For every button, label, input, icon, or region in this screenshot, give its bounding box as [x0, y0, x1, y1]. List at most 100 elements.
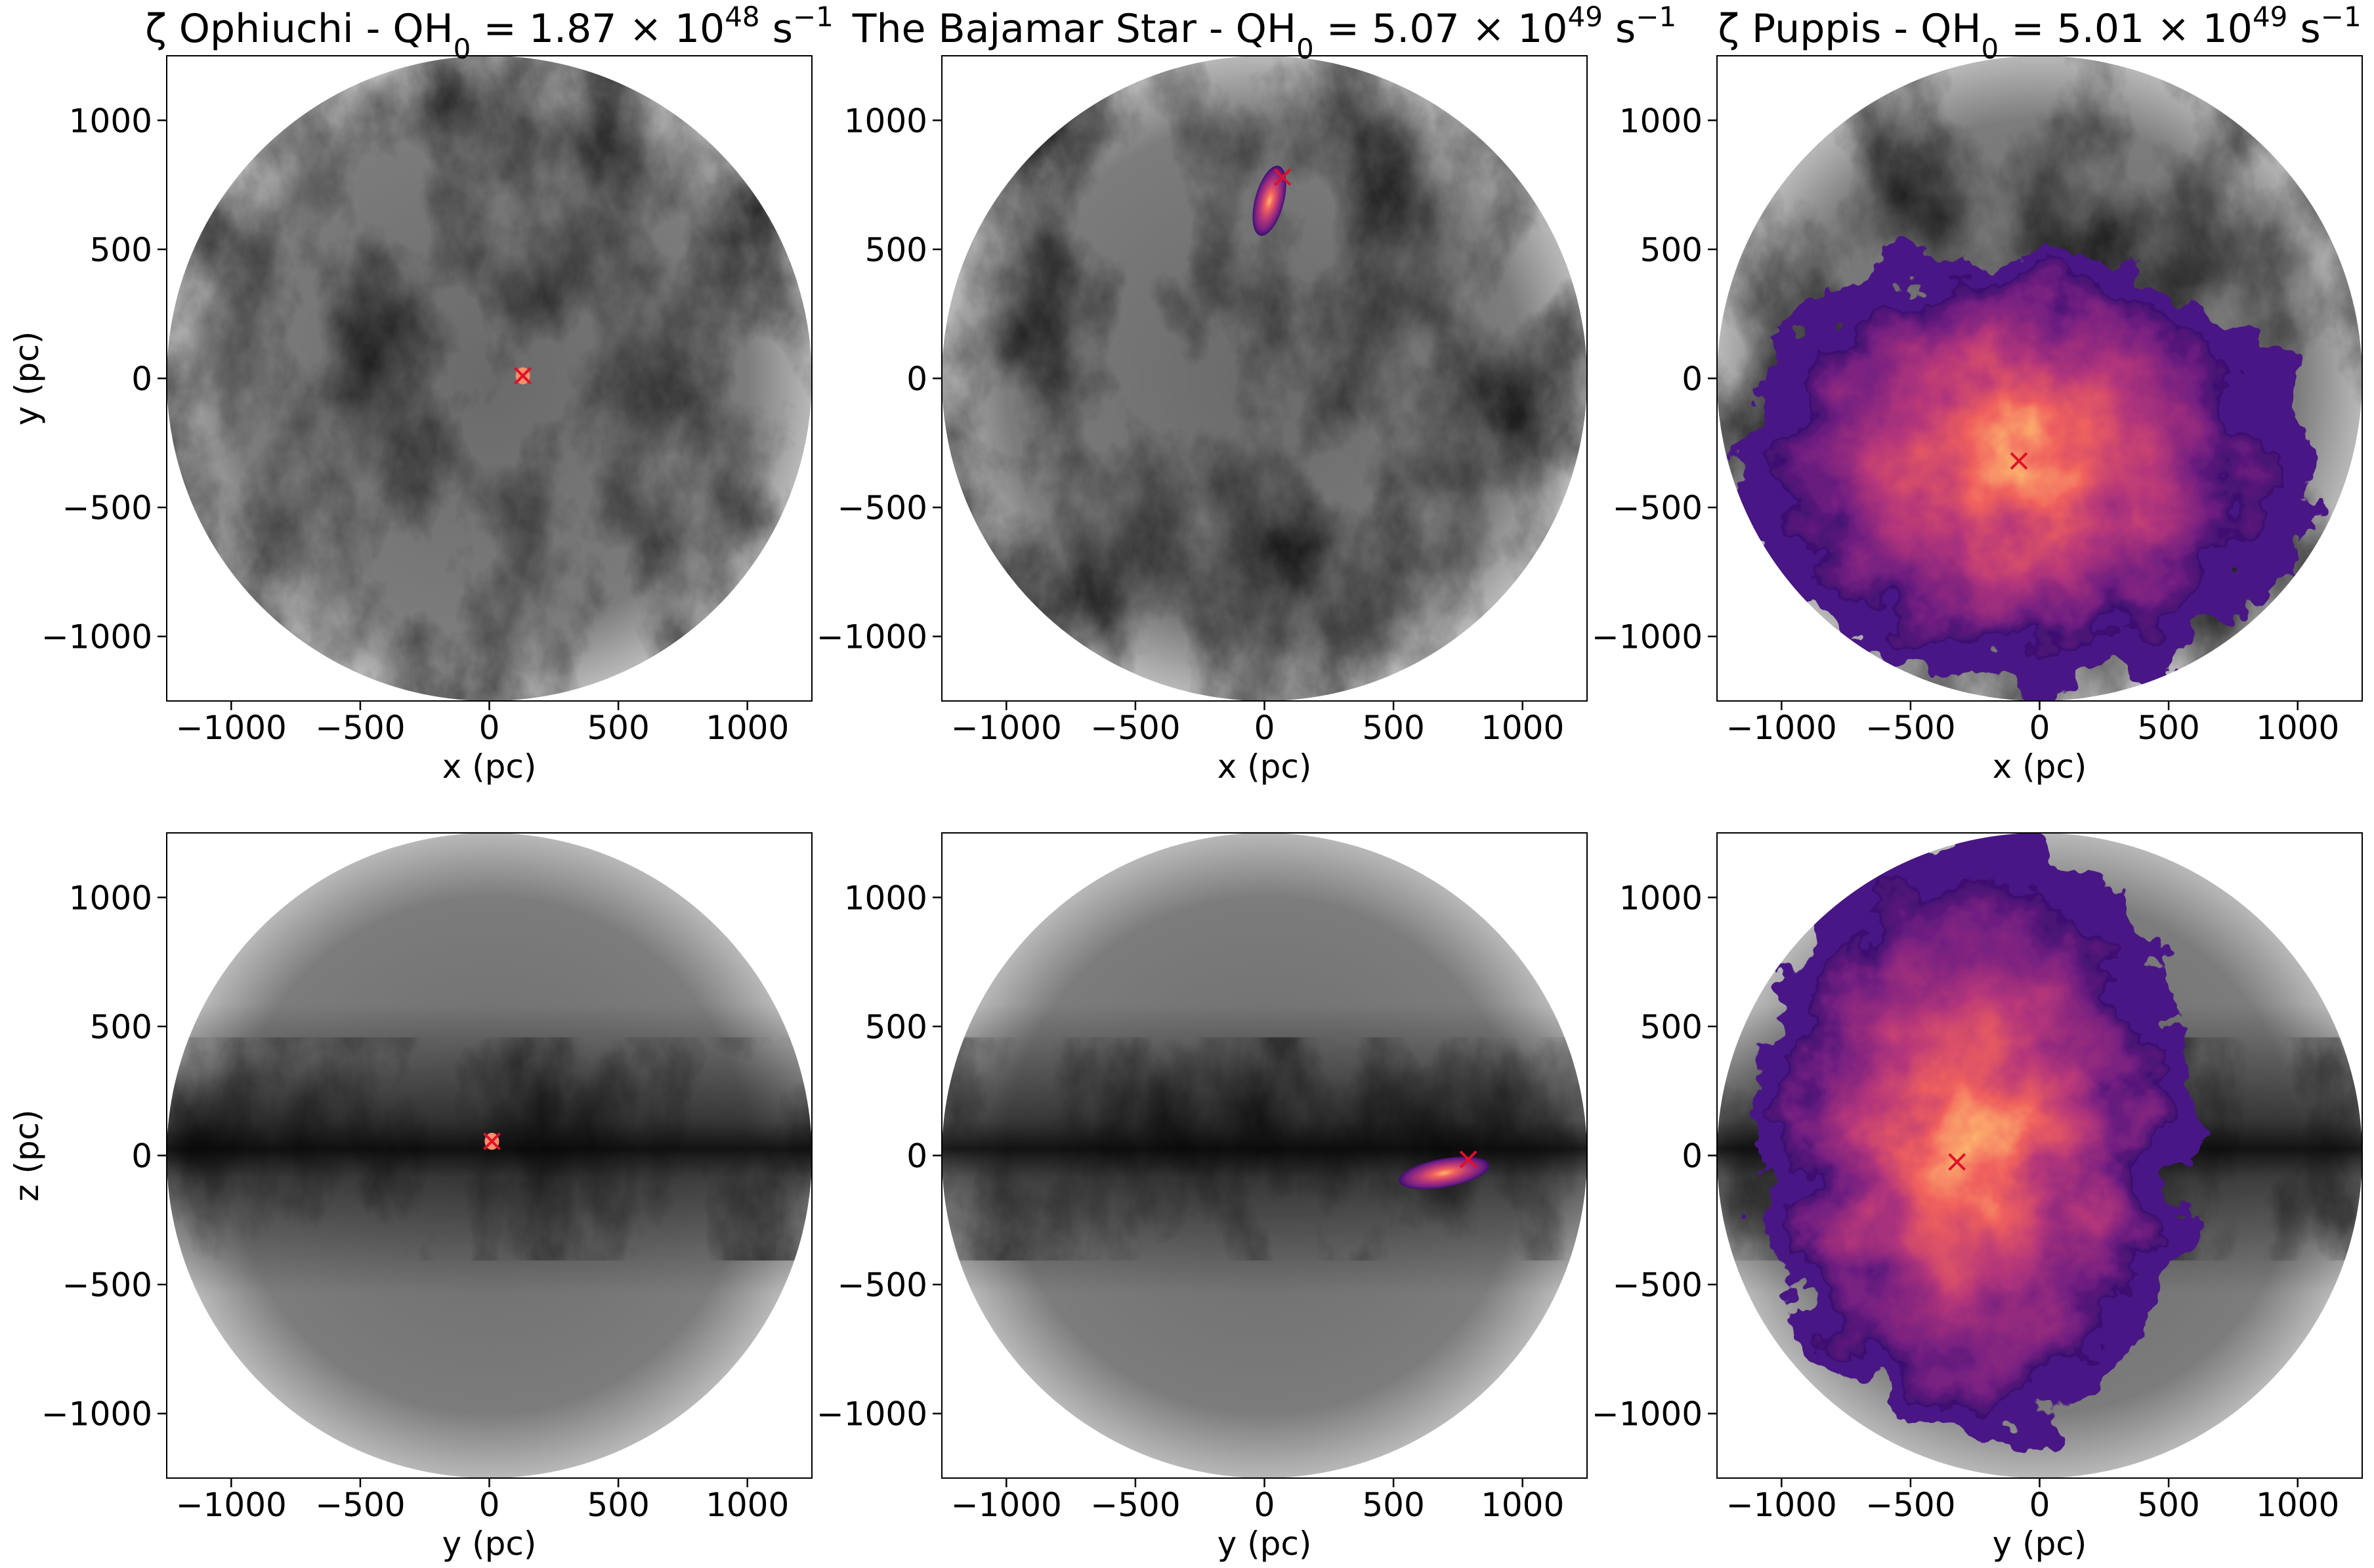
source-marker — [2010, 452, 2028, 470]
source-marker — [1459, 1150, 1477, 1168]
x-axis-label: y (pc) — [1993, 1525, 2087, 1563]
y-tick-label: −500 — [62, 1266, 152, 1304]
x-axis-label: y (pc) — [1218, 1525, 1312, 1563]
y-tick-label: 500 — [1640, 1008, 1703, 1046]
y-tick-label: −1000 — [41, 1395, 152, 1433]
x-tick-label: 500 — [587, 709, 649, 747]
x-tick-label: −1000 — [951, 1486, 1062, 1524]
x-tick-label: 1000 — [706, 709, 789, 747]
source-marker — [483, 1132, 501, 1151]
title-part: 0 — [454, 33, 471, 65]
density-map — [942, 56, 1587, 701]
y-tick-label: −1000 — [41, 618, 152, 656]
y-tick-label: 500 — [90, 1008, 152, 1046]
panel-title: ζ Puppis - QH0 = 5.01 × 1049 s−1 — [1718, 1, 2361, 65]
y-tick-label: 0 — [906, 360, 927, 398]
x-tick-label: −500 — [1865, 709, 1955, 747]
y-tick-label: 0 — [1682, 1137, 1703, 1176]
title-part: s — [1603, 6, 1636, 52]
hii-region — [1399, 1156, 1490, 1189]
y-tick-label: 500 — [865, 231, 927, 269]
x-tick-label: 0 — [2029, 1486, 2050, 1524]
y-tick-label: 1000 — [844, 102, 927, 140]
y-tick-label: −1000 — [1592, 1395, 1703, 1433]
y-tick-label: −500 — [1613, 489, 1703, 527]
source-marker — [1948, 1153, 1966, 1171]
density-map — [1717, 833, 2362, 1478]
gas-clouds — [942, 56, 1587, 701]
panel: −1000 −500 0 500 1000 −1000 −500 0 500 1000 y (pc) — [816, 832, 1588, 1563]
y-tick-label: 1000 — [69, 102, 152, 140]
title-part: 0 — [1981, 33, 1999, 65]
panel-title: The Bajamar Star - QH0 = 5.07 × 1049 s−1 — [852, 1, 1676, 65]
y-tick-label: −500 — [837, 1266, 927, 1304]
title-part: = 5.07 × 10 — [1314, 6, 1568, 52]
title-part: ζ Ophiuchi - QH — [145, 6, 454, 52]
panel: −1000 −500 0 500 1000 −1000 −500 0 500 1000 y (pc)… — [8, 832, 813, 1563]
x-tick-label: 0 — [1254, 709, 1275, 747]
y-tick-label: 0 — [131, 360, 152, 398]
panel: −1000 −500 0 500 1000 −1000 −500 0 500 1000 x (pc)… — [816, 1, 1676, 786]
title-part: s — [2287, 6, 2320, 52]
title-part: ζ Puppis - QH — [1718, 6, 1981, 52]
y-axis-label: y (pc) — [8, 331, 46, 426]
title-part: 0 — [1296, 33, 1314, 65]
x-tick-label: −500 — [315, 1486, 405, 1524]
x-axis-label: x (pc) — [442, 748, 537, 786]
y-tick-label: −1000 — [1592, 618, 1703, 656]
y-tick-label: 500 — [1640, 231, 1703, 269]
x-tick-label: 1000 — [2256, 709, 2339, 747]
x-tick-label: −1000 — [1726, 709, 1837, 747]
x-tick-label: 500 — [587, 1486, 649, 1524]
y-tick-label: −500 — [1613, 1266, 1703, 1304]
panel: −1000 −500 0 500 1000 −1000 −500 0 500 1000 x (pc)… — [8, 1, 834, 786]
y-tick-label: −1000 — [816, 1395, 927, 1433]
density-map — [167, 833, 812, 1478]
x-tick-label: −1000 — [1726, 1486, 1837, 1524]
panel: −1000 −500 0 500 1000 −1000 −500 0 500 1000 y (pc) — [1592, 832, 2363, 1563]
gas-clouds — [942, 1037, 1587, 1261]
title-part: = 5.01 × 10 — [1999, 6, 2253, 52]
panel: −1000 −500 0 500 1000 −1000 −500 0 500 1000 x (pc)… — [1592, 1, 2363, 786]
title-part: −1 — [1636, 1, 1676, 33]
x-axis-label: x (pc) — [1993, 748, 2087, 786]
y-tick-label: 0 — [1682, 360, 1703, 398]
y-tick-label: 1000 — [1619, 102, 1703, 140]
density-map — [167, 56, 812, 701]
x-tick-label: −500 — [1865, 1486, 1955, 1524]
x-tick-label: 0 — [2029, 709, 2050, 747]
source-marker — [1273, 168, 1292, 186]
y-tick-label: 1000 — [1619, 879, 1703, 917]
x-tick-label: −500 — [1090, 1486, 1180, 1524]
x-axis-label: x (pc) — [1218, 748, 1312, 786]
y-tick-label: 1000 — [69, 879, 152, 917]
x-tick-label: −1000 — [951, 709, 1062, 747]
x-tick-label: 0 — [1254, 1486, 1275, 1524]
density-map — [942, 833, 1587, 1478]
x-tick-label: −1000 — [176, 1486, 287, 1524]
title-part: 49 — [2253, 1, 2287, 33]
x-tick-label: −1000 — [176, 709, 287, 747]
hii-region — [1760, 834, 2194, 1438]
x-tick-label: 500 — [2137, 1486, 2199, 1524]
title-part: −1 — [2321, 1, 2362, 33]
title-part: 49 — [1567, 1, 1602, 33]
gas-clouds — [167, 56, 812, 701]
hii-body — [1786, 879, 2154, 1405]
x-tick-label: −500 — [1090, 709, 1180, 747]
panel-title: ζ Ophiuchi - QH0 = 1.87 × 1048 s−1 — [145, 1, 834, 65]
x-tick-label: 500 — [1362, 1486, 1424, 1524]
x-tick-label: 0 — [479, 709, 500, 747]
x-tick-label: 0 — [479, 1486, 500, 1524]
y-tick-label: 500 — [90, 231, 152, 269]
x-tick-label: 500 — [1362, 709, 1424, 747]
title-part: −1 — [793, 1, 834, 33]
y-axis-label: z (pc) — [8, 1109, 46, 1201]
x-tick-label: 1000 — [1481, 1486, 1564, 1524]
y-tick-label: 500 — [865, 1008, 927, 1046]
x-tick-label: 500 — [2137, 709, 2199, 747]
title-part: 48 — [725, 1, 759, 33]
x-tick-label: 1000 — [2256, 1486, 2339, 1524]
y-tick-label: 0 — [906, 1137, 927, 1176]
